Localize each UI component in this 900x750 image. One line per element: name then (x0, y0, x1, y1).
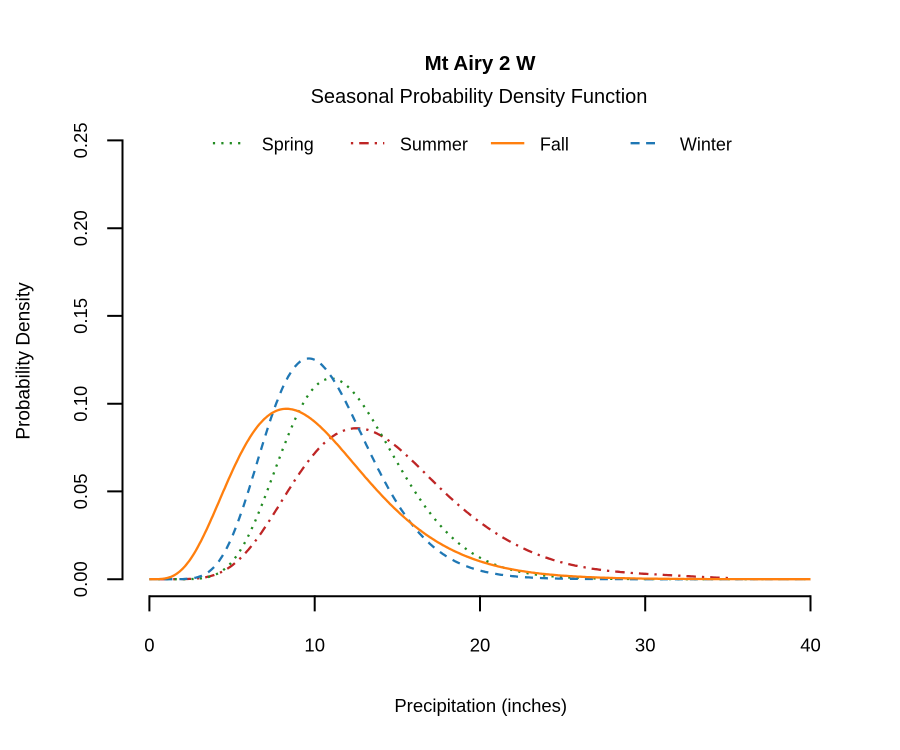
svg-text:30: 30 (635, 634, 656, 655)
svg-text:Precipitation (inches): Precipitation (inches) (394, 695, 567, 716)
svg-text:Fall: Fall (540, 135, 569, 155)
svg-text:10: 10 (304, 634, 325, 655)
svg-text:Spring: Spring (262, 135, 314, 155)
svg-text:40: 40 (800, 634, 821, 655)
svg-text:Mt Airy 2 W: Mt Airy 2 W (425, 52, 537, 75)
svg-text:0.05: 0.05 (70, 473, 91, 509)
svg-text:0: 0 (144, 634, 154, 655)
svg-text:Seasonal Probability Density F: Seasonal Probability Density Function (311, 86, 648, 108)
svg-text:0.25: 0.25 (70, 122, 91, 158)
svg-text:Probability Density: Probability Density (14, 282, 35, 440)
svg-text:0.15: 0.15 (70, 298, 91, 334)
svg-text:0.00: 0.00 (70, 561, 91, 597)
svg-text:0.20: 0.20 (70, 210, 91, 246)
svg-text:20: 20 (470, 634, 491, 655)
svg-text:0.10: 0.10 (70, 386, 91, 422)
svg-text:Summer: Summer (400, 135, 468, 155)
svg-text:Winter: Winter (680, 135, 732, 155)
